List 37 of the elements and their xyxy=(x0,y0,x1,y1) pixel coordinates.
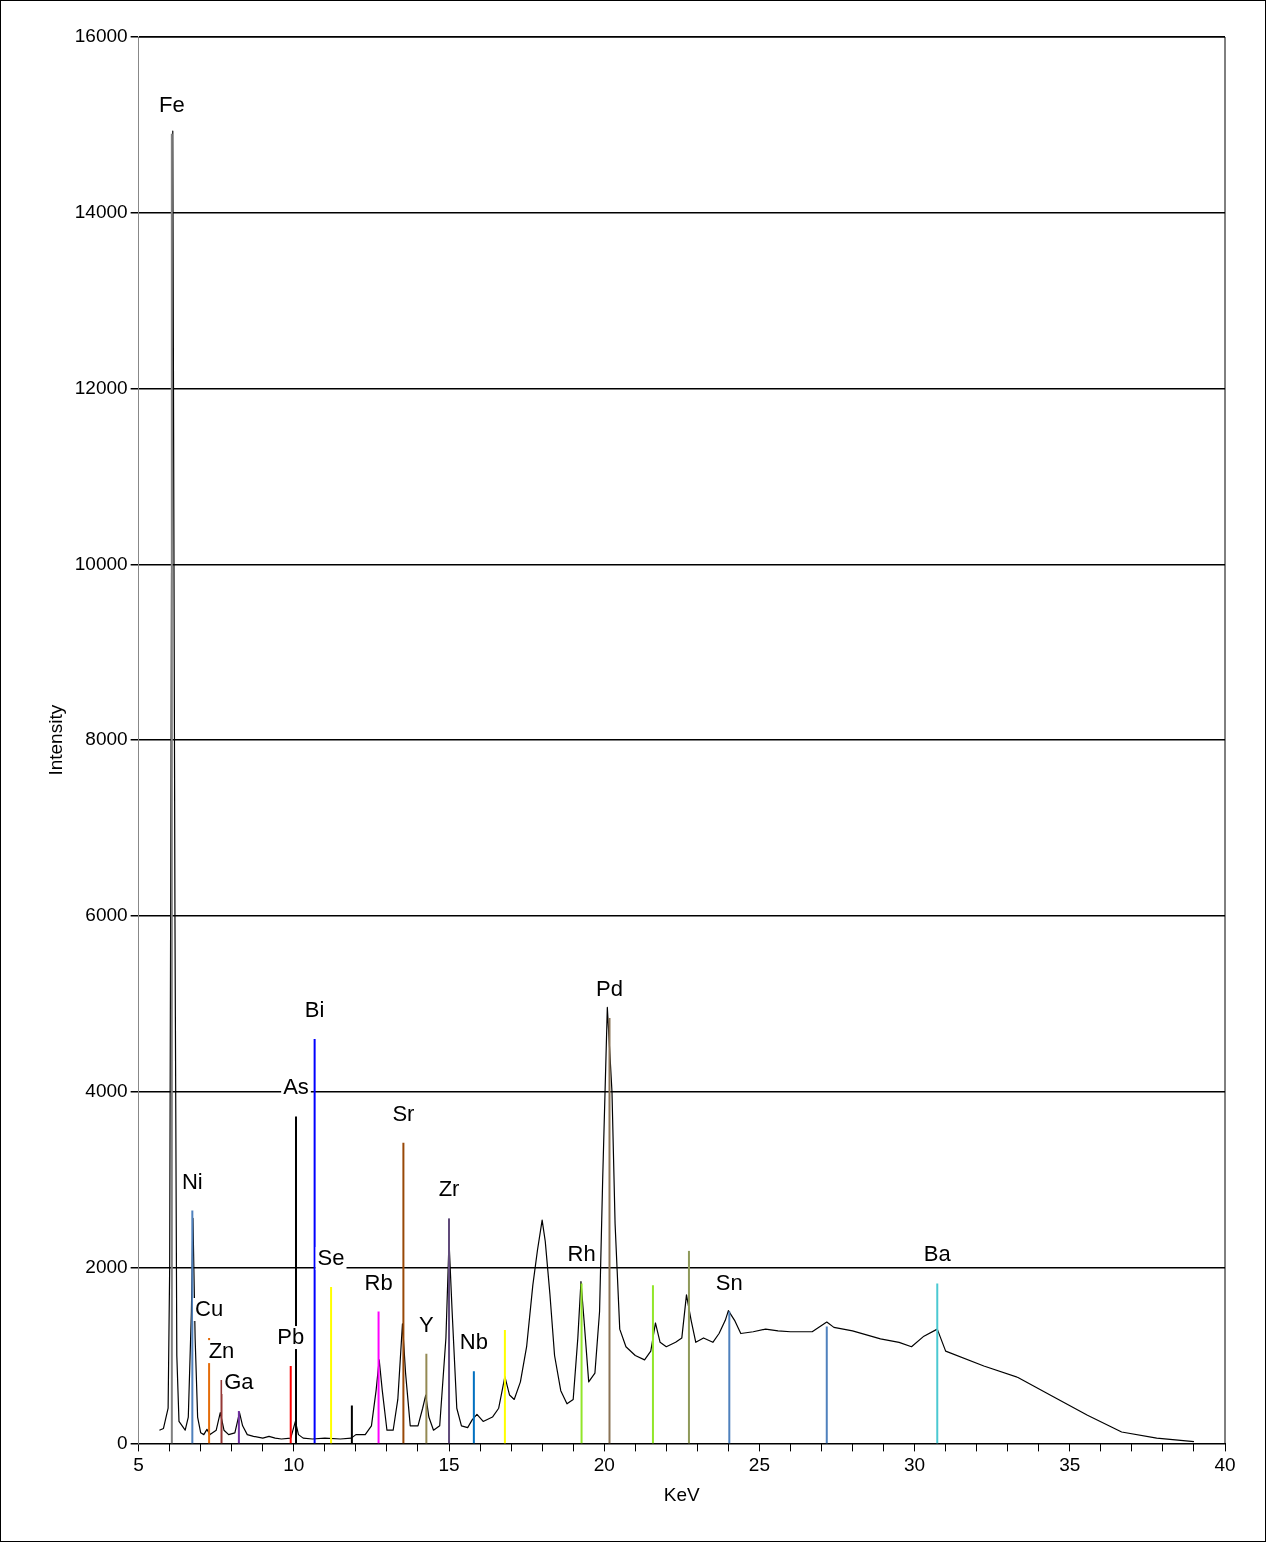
series-label: Zr xyxy=(438,1176,460,1202)
x-tick-label: 5 xyxy=(133,1454,144,1476)
x-tick-label: 15 xyxy=(438,1454,460,1476)
x-tick-label: 30 xyxy=(904,1454,926,1476)
series-label: Ba xyxy=(923,1241,952,1267)
series-label: As xyxy=(283,1074,309,1100)
y-axis-title: Intensity xyxy=(44,704,66,776)
series-label: Se xyxy=(317,1245,345,1270)
y-tick-label: 16000 xyxy=(74,25,128,47)
x-tick-label: 35 xyxy=(1059,1454,1081,1476)
x-tick-label: 25 xyxy=(748,1454,770,1476)
series-label: Nb xyxy=(459,1329,488,1355)
series-label: Y xyxy=(419,1311,435,1337)
series-label: Ni xyxy=(181,1168,203,1194)
y-tick-label: 6000 xyxy=(85,904,128,926)
y-tick-label: 0 xyxy=(117,1431,128,1453)
series-label: Pb xyxy=(277,1324,305,1350)
x-tick-label: 10 xyxy=(283,1454,305,1476)
y-tick-label: 14000 xyxy=(74,201,128,223)
series-label: Pd xyxy=(596,976,623,1002)
series-label: Fe xyxy=(159,91,185,117)
series-label: Sr xyxy=(392,1100,415,1126)
series-label: Sn xyxy=(715,1269,743,1295)
x-axis-title: KeV xyxy=(663,1483,701,1505)
series-label: Zn xyxy=(208,1338,235,1364)
y-tick-label: 2000 xyxy=(85,1255,128,1277)
x-tick-label: 40 xyxy=(1214,1454,1236,1476)
series-label: Rb xyxy=(364,1269,393,1295)
series-label: Cu xyxy=(195,1295,224,1321)
series-label: Rh xyxy=(567,1241,596,1267)
series-label: Bi xyxy=(304,997,325,1023)
series-label: Ga xyxy=(224,1368,255,1394)
y-tick-label: 12000 xyxy=(74,376,128,398)
x-tick-label: 20 xyxy=(593,1454,615,1476)
y-tick-label: 8000 xyxy=(85,728,128,750)
y-tick-label: 4000 xyxy=(85,1080,128,1102)
y-tick-label: 10000 xyxy=(74,552,128,574)
